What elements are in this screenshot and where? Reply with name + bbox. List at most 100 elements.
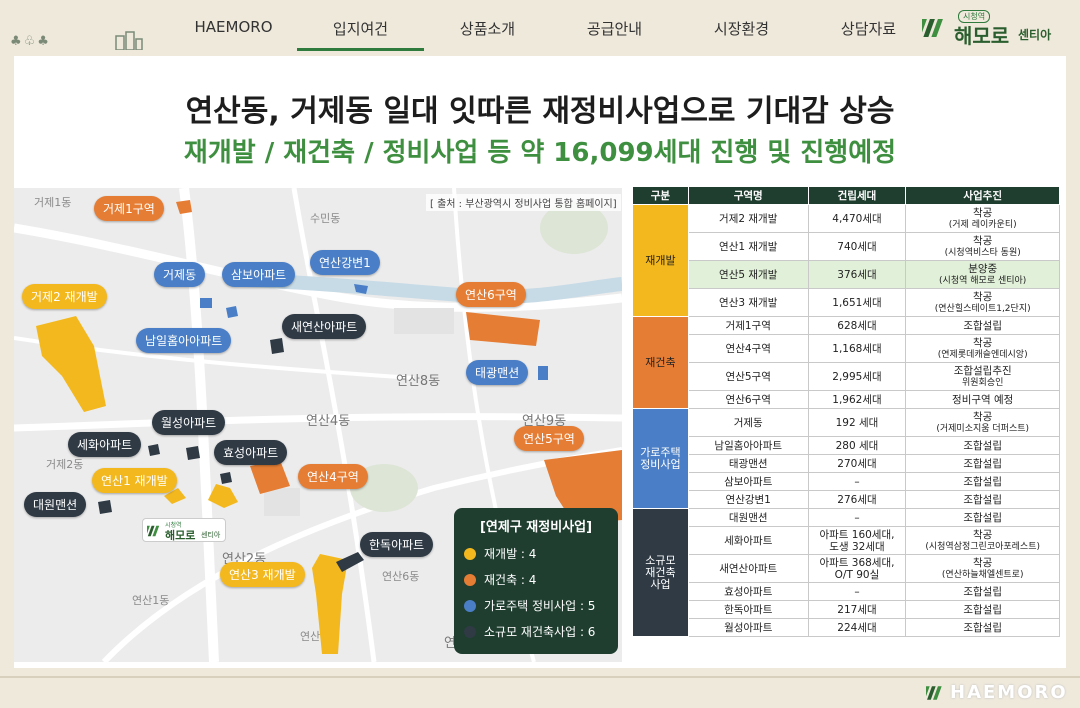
zone-name-cell: 대원맨션 (687, 508, 809, 527)
nav-consult[interactable]: 상담자료 (840, 20, 897, 38)
map-tag-yeonsan6: 연산6구역 (456, 282, 526, 307)
table-header-row: 구분 구역명 건립세대 사업추진 (632, 186, 1060, 205)
units-cell: – (807, 582, 907, 601)
units-cell: 1,651세대 (807, 288, 907, 317)
legend-dot-blue (464, 599, 476, 612)
status-detail: (시청역비스타 동원) (944, 247, 1021, 258)
status-cell: 조합설립 (905, 490, 1060, 509)
nav-supply[interactable]: 공급안내 (586, 20, 643, 38)
table-row: 가로주택 정비사업 거제동 192 세대 착공 (거제미소지움 더퍼스트) (632, 408, 1060, 509)
status-detail: (연산힐스테이트1,2단지) (934, 303, 1031, 314)
map-tag-sambo: 삼보아파트 (222, 262, 296, 287)
table-row: 세화아파트 아파트 160세대, 도생 32세대 착공 (시청역삼정그린코아포레스트) (633, 526, 1060, 555)
status-detail: (연산하늘채엘센트로) (941, 569, 1024, 580)
status-detail: 위원회승인 (961, 377, 1004, 388)
status-detail: (거제 레이카운티) (948, 219, 1017, 230)
zone-wolseong (186, 446, 200, 460)
zone-saeyeonsan (270, 338, 284, 354)
status-cell: 착공 (거제미소지움 더퍼스트) (905, 408, 1060, 437)
status-cell: 조합설립 (905, 508, 1060, 527)
status-cell: 조합설립추진 위원회승인 (905, 362, 1060, 391)
status-cell: 착공 (시청역삼정그린코아포레스트) (905, 526, 1060, 555)
status-main: 착공 (973, 234, 993, 247)
map-tag-geoje2: 거제2 재개발 (22, 284, 107, 309)
map-tag-handok: 한독아파트 (360, 532, 434, 557)
place-label: 연산4동 (306, 414, 351, 429)
status-detail: (연제롯데캐슬엔데시앙) (937, 349, 1028, 360)
status-main: 착공 (973, 290, 993, 303)
table-row: 연산4구역 1,168세대 착공 (연제롯데캐슬엔데시앙) (633, 334, 1060, 363)
units-cell: 276세대 (807, 490, 907, 509)
zone-daewon (98, 500, 112, 514)
place-label: 거제1동 (34, 196, 72, 209)
zone-name-cell: 연산강변1 (687, 490, 809, 509)
legend-label: 소규모 재건축사업 : 6 (484, 625, 596, 639)
zone-name-cell: 연산4구역 (687, 334, 809, 363)
brand-logo[interactable]: 시청역 해모로 센티아 (922, 10, 1062, 48)
place-label: 연산6동 (382, 570, 420, 583)
status-cell: 착공 (연산하늘채엘센트로) (905, 554, 1060, 583)
units-cell: 628세대 (807, 316, 907, 335)
zone-name-cell: 연산6구역 (687, 390, 809, 409)
footer-brand: HAEMORO (950, 682, 1068, 703)
units-cell: – (807, 472, 907, 491)
status-main: 착공 (973, 206, 993, 219)
map-logo-name: 해모로 (165, 529, 196, 542)
status-main: 착공 (973, 410, 993, 423)
status-main: 조합설립 (963, 511, 1002, 524)
units-cell: 192 세대 (807, 408, 907, 437)
table-row: 소규모 재건축 사업 대원맨션 – 조합설립 (632, 508, 1060, 637)
status-main: 조합설립 (963, 475, 1002, 488)
map-tag-gangbyeon1: 연산강변1 (310, 250, 380, 275)
zone-name-cell: 거제2 재개발 (687, 204, 809, 233)
units-cell: 아파트 368세대, O/T 90실 (807, 554, 907, 583)
status-cell: 착공 (거제 레이카운티) (905, 204, 1060, 233)
map-tag-hyoseong: 효성아파트 (214, 440, 288, 465)
nav-market[interactable]: 시장환경 (713, 20, 770, 38)
zone-sambo (226, 306, 238, 318)
zone-hyoseong (220, 472, 232, 484)
status-main: 착공 (973, 556, 993, 569)
zone-name-cell: 월성아파트 (687, 618, 809, 637)
content-panel: 연산동, 거제동 일대 잇따른 재정비사업으로 기대감 상승 재개발 / 재건축… (14, 56, 1066, 668)
legend-label: 가로주택 정비사업 : 5 (484, 599, 596, 613)
zone-handok (336, 552, 364, 572)
legend-dot-orange (464, 573, 476, 586)
units-cell: 4,470세대 (807, 204, 907, 233)
logo-sub: 센티아 (1018, 28, 1052, 42)
status-cell: 착공 (연산힐스테이트1,2단지) (905, 288, 1060, 317)
map-tag-yeonsan4: 연산4구역 (298, 464, 368, 489)
map-tag-namil: 남일홈아아파트 (136, 328, 232, 353)
status-main: 조합설립 (963, 621, 1002, 634)
units-cell: 2,995세대 (807, 362, 907, 391)
status-cell: 착공 (연제롯데캐슬엔데시앙) (905, 334, 1060, 363)
zone-yeonsan3 (312, 554, 348, 654)
zone-gangbyeon1 (354, 284, 368, 294)
header-units: 건립세대 (807, 186, 907, 205)
zone-geoje2 (36, 316, 106, 412)
page-subtitle: 재개발 / 재건축 / 정비사업 등 약 16,099세대 진행 및 진행예정 (183, 138, 897, 168)
table-row: 재건축 거제1구역 628세대 조합설립 (632, 316, 1060, 409)
zone-name-cell: 거제동 (687, 408, 809, 437)
units-cell: 224세대 (807, 618, 907, 637)
table-row: 한독아파트 217세대 조합설립 (633, 600, 1060, 619)
table-row: 연산강변1 276세대 조합설립 (633, 490, 1060, 509)
zone-yeonsan1 (208, 484, 238, 508)
units-cell: 1,168세대 (807, 334, 907, 363)
header-status: 사업추진 (905, 186, 1060, 205)
nav-location[interactable]: 입지여건 (297, 18, 424, 51)
zone-name-cell: 삼보아파트 (687, 472, 809, 491)
nav-haemoro[interactable]: HAEMORO (194, 18, 273, 36)
map-tag-sehwa: 세화아파트 (68, 432, 142, 457)
units-cell: 아파트 160세대, 도생 32세대 (807, 526, 907, 555)
category-cell: 가로주택 정비사업 (632, 408, 689, 509)
units-cell: 217세대 (807, 600, 907, 619)
category-cell: 재건축 (632, 316, 689, 409)
units-cell: – (807, 508, 907, 527)
status-cell: 조합설립 (905, 582, 1060, 601)
place-label: 연산9동 (522, 414, 567, 429)
place-label: 연산8동 (396, 374, 441, 389)
zone-sehwa (148, 444, 160, 456)
status-main: 조합설립 (963, 493, 1002, 506)
nav-product[interactable]: 상품소개 (459, 20, 516, 38)
